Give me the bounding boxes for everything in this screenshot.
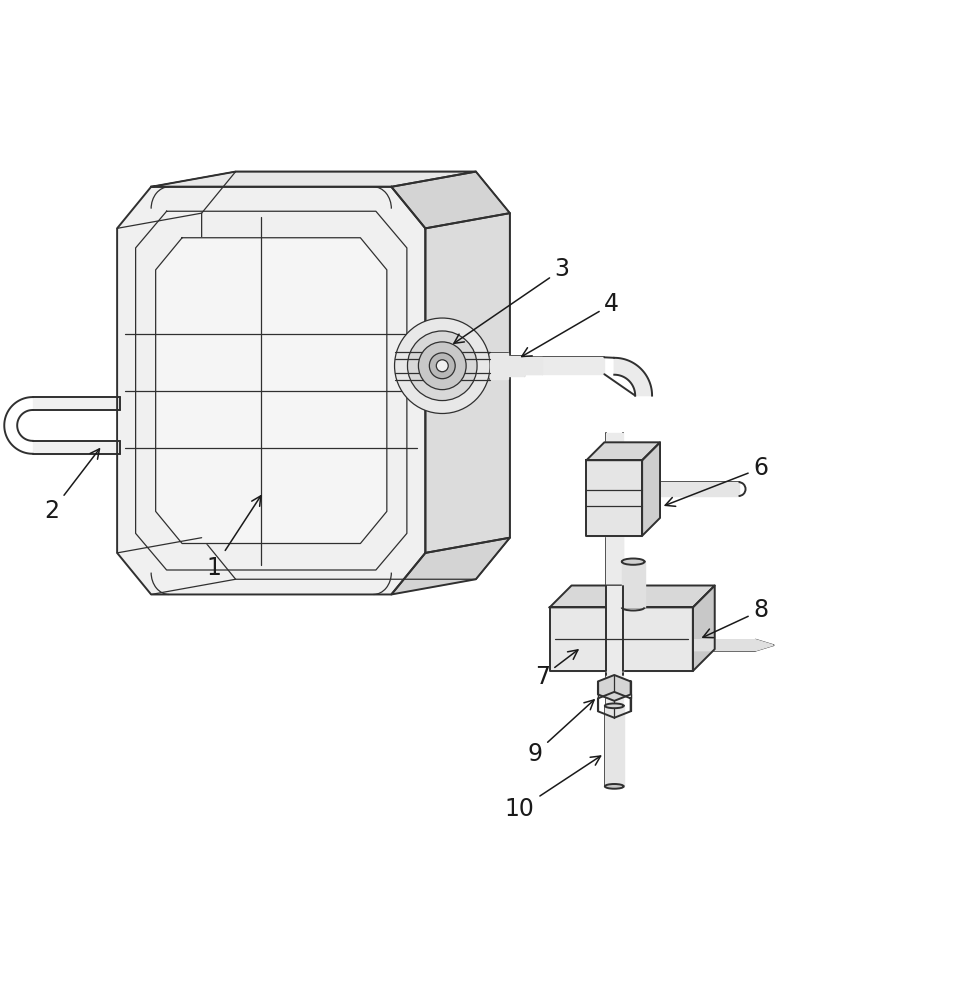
Circle shape xyxy=(429,353,455,379)
Polygon shape xyxy=(424,213,510,553)
Text: 1: 1 xyxy=(206,496,260,580)
Text: 4: 4 xyxy=(521,292,619,357)
Polygon shape xyxy=(586,442,659,460)
Polygon shape xyxy=(692,586,714,671)
Text: 10: 10 xyxy=(505,756,600,821)
Circle shape xyxy=(407,331,476,401)
Polygon shape xyxy=(490,357,603,374)
Ellipse shape xyxy=(604,703,623,708)
Polygon shape xyxy=(605,433,622,744)
Polygon shape xyxy=(604,706,623,786)
Polygon shape xyxy=(613,358,651,396)
Polygon shape xyxy=(693,640,773,651)
Text: 7: 7 xyxy=(534,650,577,689)
Text: 6: 6 xyxy=(664,456,768,506)
Polygon shape xyxy=(586,460,642,536)
Polygon shape xyxy=(549,586,714,607)
Polygon shape xyxy=(391,172,510,228)
Circle shape xyxy=(394,318,490,413)
Polygon shape xyxy=(490,353,508,379)
Polygon shape xyxy=(598,675,630,701)
Ellipse shape xyxy=(621,559,644,565)
Circle shape xyxy=(418,342,466,390)
Circle shape xyxy=(436,360,448,372)
Polygon shape xyxy=(605,586,622,671)
Ellipse shape xyxy=(604,784,623,789)
Text: 3: 3 xyxy=(454,257,569,343)
Polygon shape xyxy=(117,187,424,594)
Polygon shape xyxy=(151,172,475,187)
Polygon shape xyxy=(523,357,541,374)
Polygon shape xyxy=(642,442,659,536)
Text: 8: 8 xyxy=(702,598,768,638)
Polygon shape xyxy=(156,238,386,544)
Polygon shape xyxy=(659,482,737,496)
Polygon shape xyxy=(621,562,644,607)
Text: 2: 2 xyxy=(44,449,100,523)
Polygon shape xyxy=(508,356,523,376)
Polygon shape xyxy=(32,397,120,410)
Polygon shape xyxy=(605,536,622,586)
Polygon shape xyxy=(32,441,120,454)
Text: 9: 9 xyxy=(527,700,594,766)
Polygon shape xyxy=(391,538,510,594)
Polygon shape xyxy=(549,607,692,671)
